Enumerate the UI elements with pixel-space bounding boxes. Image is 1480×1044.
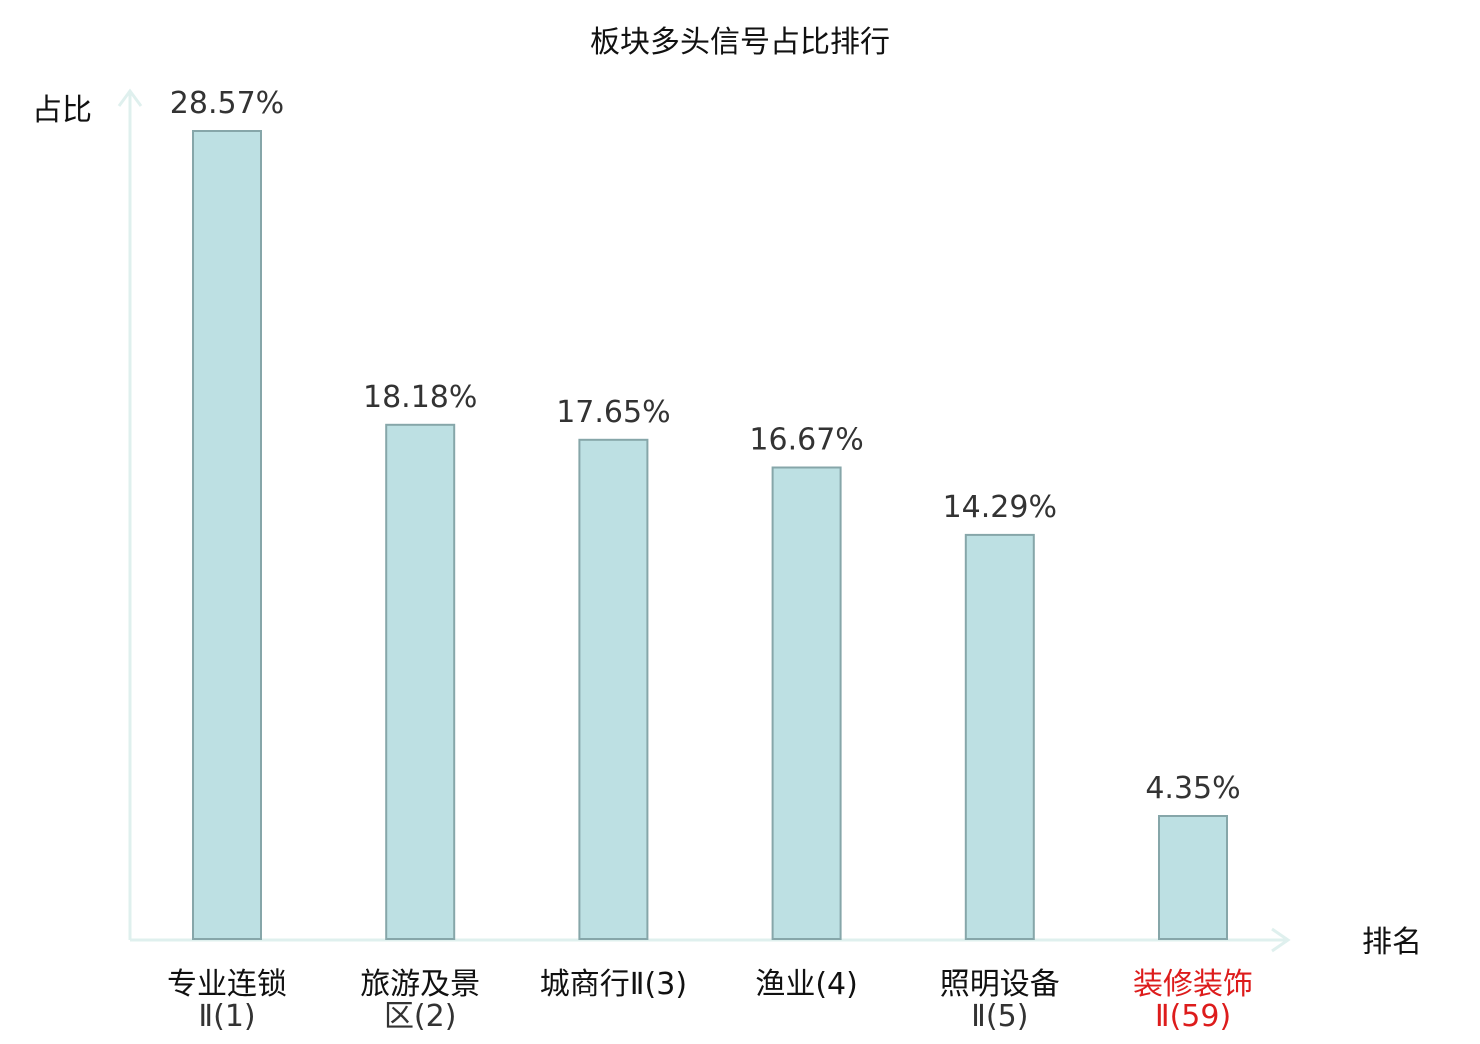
y-axis-label: 占比 <box>32 93 92 128</box>
value-labels-group: 28.57% 18.18% 17.65% 16.67% 14.29% 4.35% <box>170 86 1241 806</box>
category-label-4: 渔业(4) <box>755 967 858 1002</box>
y-axis-arrow-icon <box>117 88 143 107</box>
bar-value-label-2: 18.18% <box>363 380 477 415</box>
axes: 占比 排名 <box>32 88 1422 960</box>
bar-6 <box>1158 815 1228 940</box>
bar-value-label-3: 17.65% <box>556 395 670 430</box>
bar-2 <box>385 423 456 940</box>
bar-value-label-5: 14.29% <box>943 490 1057 525</box>
category-label-6: 装修装饰 <box>1133 967 1253 1002</box>
category-label-line2-5: Ⅱ(5) <box>971 999 1028 1034</box>
category-label-3: 城商行Ⅱ(3) <box>540 967 687 1002</box>
category-label-line2-6: Ⅱ(59) <box>1155 999 1231 1034</box>
bar-value-label-6: 4.35% <box>1145 771 1240 806</box>
category-label-1: 专业连锁 <box>167 967 287 1002</box>
category-label-line2-1: Ⅱ(1) <box>198 999 255 1034</box>
bars-group <box>192 130 1228 941</box>
bar-value-label-4: 16.67% <box>749 423 863 458</box>
bar-4 <box>771 466 842 940</box>
x-axis-label: 排名 <box>1362 925 1422 960</box>
category-label-line2-2: 区(2) <box>384 999 457 1034</box>
x-axis-arrow-icon <box>1271 927 1291 953</box>
bar-3 <box>578 438 649 940</box>
category-label-2: 旅游及景 <box>360 967 480 1002</box>
bar-1 <box>192 130 262 940</box>
bar-5 <box>964 533 1035 941</box>
category-label-5: 照明设备 <box>940 967 1060 1002</box>
bar-value-label-1: 28.57% <box>170 86 284 121</box>
chart-title: 板块多头信号占比排行 <box>590 25 890 60</box>
